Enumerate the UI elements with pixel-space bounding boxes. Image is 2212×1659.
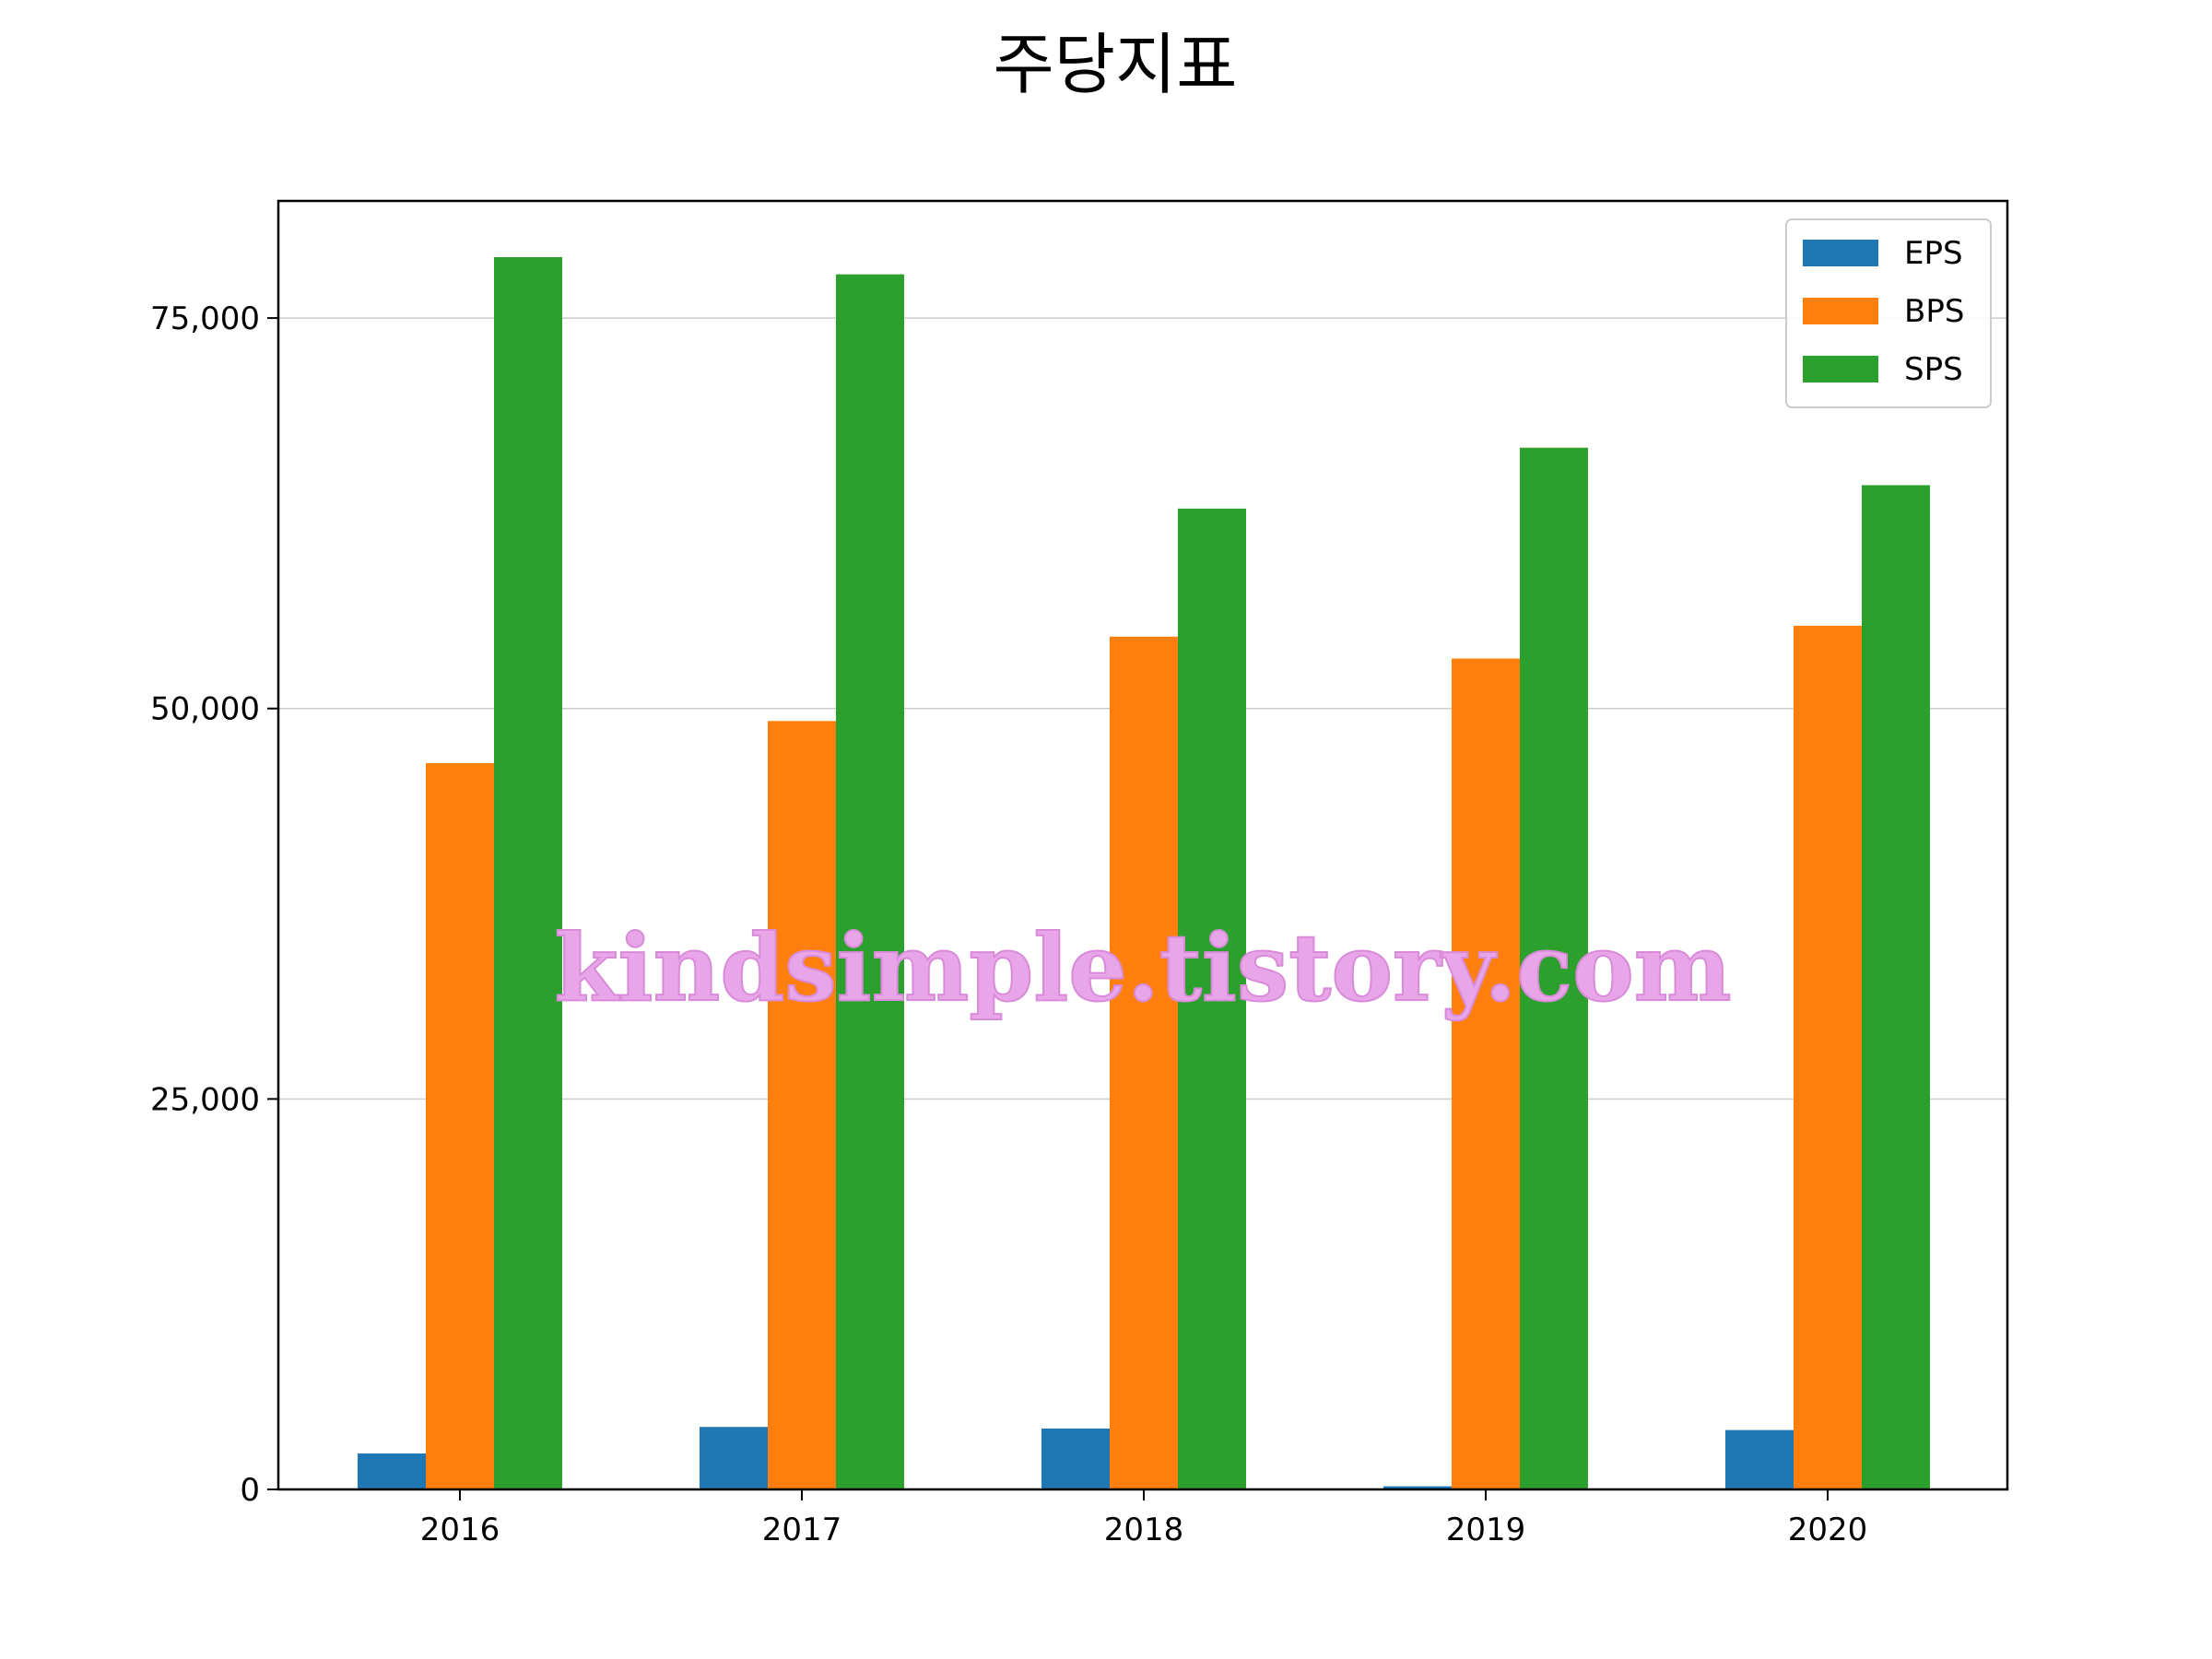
- y-tick-label: 50,000: [150, 691, 260, 728]
- x-tick-label: 2017: [762, 1512, 842, 1548]
- bar-sps-2020: [1862, 485, 1930, 1490]
- bar-eps-2017: [700, 1427, 768, 1489]
- x-tick-label: 2018: [1104, 1512, 1184, 1548]
- bar-eps-2018: [1041, 1428, 1110, 1489]
- legend-swatch-bps: [1803, 298, 1878, 324]
- bars: [358, 257, 1930, 1490]
- bar-eps-2019: [1383, 1486, 1452, 1489]
- legend: EPS BPS SPS: [1785, 218, 1992, 408]
- bar-bps-2017: [768, 721, 836, 1489]
- bar-sps-2019: [1520, 447, 1588, 1490]
- x-tick-label: 2020: [1788, 1512, 1868, 1548]
- y-tick-label: 25,000: [150, 1081, 260, 1118]
- bar-bps-2020: [1794, 625, 1862, 1489]
- legend-label-bps: BPS: [1904, 293, 1964, 330]
- legend-swatch-sps: [1803, 356, 1878, 382]
- bar-sps-2017: [836, 274, 904, 1489]
- y-tick-label: 0: [240, 1472, 260, 1509]
- x-tick-label: 2019: [1446, 1512, 1526, 1548]
- bar-bps-2016: [426, 763, 494, 1489]
- bar-bps-2019: [1452, 658, 1520, 1489]
- x-tick-label: 2016: [420, 1512, 500, 1548]
- bar-sps-2018: [1178, 508, 1246, 1489]
- axes: 0 25,000 50,000 75,000 2016 2017 2018 2019 2020: [150, 300, 1867, 1548]
- bar-eps-2016: [358, 1453, 426, 1489]
- bar-eps-2020: [1725, 1430, 1794, 1489]
- bar-sps-2016: [494, 257, 562, 1489]
- watermark: kindsimple.tistory.com: [554, 913, 1731, 1022]
- legend-swatch-eps: [1803, 240, 1878, 266]
- y-tick-label: 75,000: [150, 300, 260, 337]
- legend-label-sps: SPS: [1904, 351, 1963, 388]
- bar-bps-2018: [1110, 636, 1178, 1489]
- chart-title: 주당지표: [994, 26, 1238, 103]
- legend-label-eps: EPS: [1904, 235, 1963, 272]
